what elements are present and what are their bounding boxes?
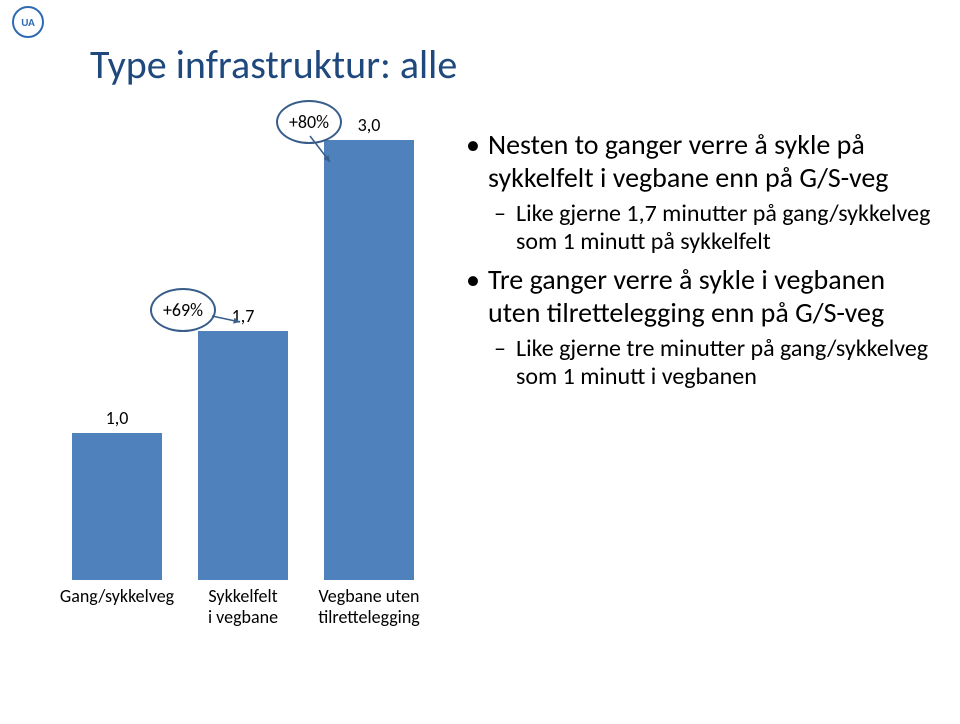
bullet-level1: Tre ganger verre å sykle i vegbanen uten… [466,263,934,329]
chart-annotation-arrow [306,132,338,170]
chart-x-label: Gang/sykkelveg [54,586,180,607]
chart-bar-value: 1,0 [72,407,162,429]
slide-title: Type infrastruktur: alle [90,40,457,89]
chart-annotation-arrow [208,312,248,330]
chart-bar [72,433,162,580]
chart-annotation-oval: +69% [150,288,216,332]
chart-bar [324,140,414,580]
bullet-level2: Like gjerne 1,7 minutter på gang/sykkelv… [466,200,934,257]
bullet-level1: Nesten to ganger verre å sykle på sykkel… [466,128,934,194]
chart-bar [198,331,288,580]
ua-badge: UA [12,6,44,38]
bar-chart: 1,0Gang/sykkelveg1,7Sykkelfelt i vegbane… [50,140,430,660]
slide: UA Type infrastruktur: alle 1,0Gang/sykk… [0,0,960,724]
chart-plot-area: 1,0Gang/sykkelveg1,7Sykkelfelt i vegbane… [50,140,430,580]
bullet-level2: Like gjerne tre minutter på gang/sykkelv… [466,335,934,392]
ua-badge-text: UA [21,16,35,29]
chart-x-label: Vegbane uten tilrettelegging [306,586,432,627]
bullet-list: Nesten to ganger verre å sykle på sykkel… [466,128,934,397]
chart-x-label: Sykkelfelt i vegbane [180,586,306,627]
